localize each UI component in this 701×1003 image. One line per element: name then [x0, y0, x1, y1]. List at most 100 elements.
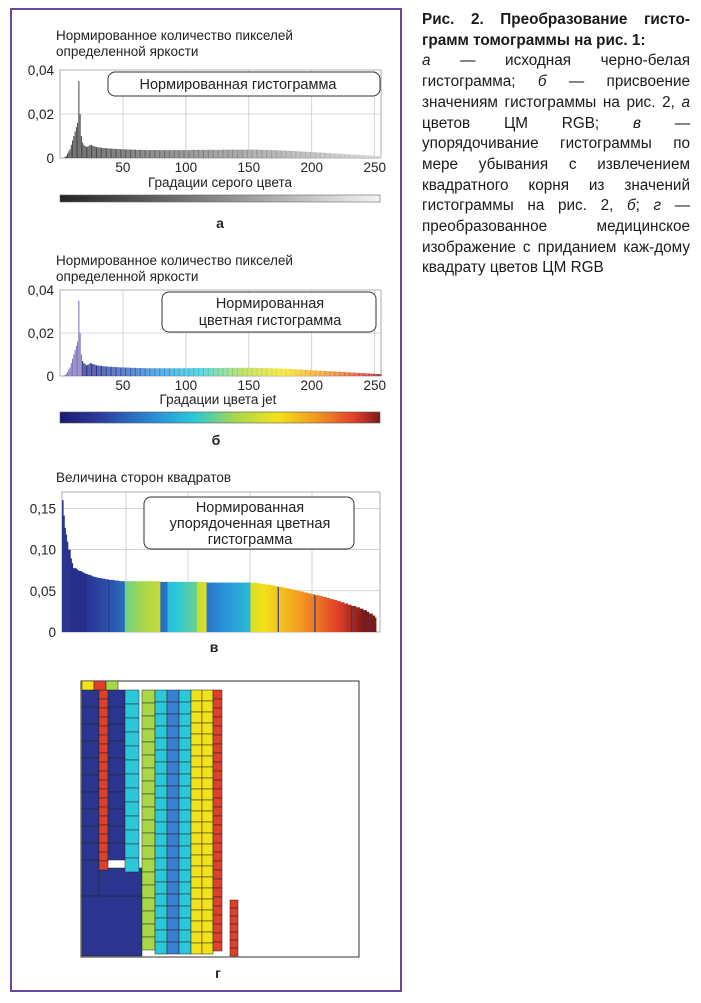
sorted-bar	[308, 593, 311, 632]
mosaic-square	[98, 824, 109, 835]
sorted-bar	[166, 581, 168, 632]
caption-text-a: — исходная черно-белая гистограмма;	[422, 52, 690, 91]
sorted-bar	[217, 582, 219, 632]
mosaic-square	[212, 743, 223, 754]
mosaic-square	[201, 942, 214, 955]
panel-a-colorbar	[59, 194, 381, 203]
panel-a-letter: а	[216, 215, 224, 231]
sorted-bar	[200, 581, 203, 632]
sorted-bar	[64, 527, 66, 632]
mosaic-square	[81, 791, 100, 810]
caption-letter-b-ref: б	[627, 197, 636, 215]
sorted-bar	[313, 594, 315, 632]
sorted-bar	[355, 607, 358, 632]
sorted-bar	[250, 582, 252, 632]
sorted-bar	[124, 581, 127, 632]
mosaic-square	[178, 725, 192, 739]
mosaic-square	[201, 755, 214, 768]
sorted-bar	[118, 581, 121, 632]
mosaic-square	[98, 842, 109, 853]
sorted-bar	[229, 582, 231, 632]
sorted-bar	[251, 582, 254, 632]
panel-b-ylabel-line2: определенной яркости	[56, 269, 198, 284]
sorted-bar	[239, 582, 242, 632]
mosaic-square	[190, 843, 203, 856]
sorted-bar	[99, 577, 102, 632]
mosaic-square	[166, 929, 180, 943]
mosaic-square	[178, 761, 192, 775]
panel-b-letter: б	[212, 432, 221, 448]
mosaic-square	[166, 749, 180, 763]
mosaic-square	[141, 819, 156, 834]
sorted-bar	[291, 589, 294, 632]
sorted-bar	[137, 581, 140, 632]
mosaic-square	[141, 702, 156, 717]
sorted-bar	[364, 610, 366, 632]
sorted-bar	[258, 583, 261, 632]
mosaic-square	[190, 788, 203, 801]
panel-b-colorbar	[59, 411, 381, 424]
mosaic-square	[107, 706, 126, 725]
sorted-bar	[236, 582, 238, 632]
sorted-bar	[242, 582, 244, 632]
mosaic-square	[212, 905, 223, 916]
sorted-bar	[255, 582, 257, 632]
sorted-bar	[322, 597, 325, 632]
mosaic-square	[190, 865, 203, 878]
sorted-bar	[182, 581, 185, 632]
sorted-bar	[114, 580, 116, 632]
mosaic-square	[98, 806, 109, 817]
sorted-bar	[72, 568, 75, 632]
mosaic-square	[212, 689, 223, 700]
mosaic-square	[201, 898, 214, 911]
sorted-bar	[336, 601, 339, 632]
mosaic-square	[81, 680, 95, 691]
sorted-bar	[297, 590, 300, 632]
caption-title: Рис. 2. Преобразование гисто-грамм томог…	[422, 11, 690, 49]
sorted-bar	[316, 595, 319, 632]
mosaic-square	[212, 887, 223, 898]
sorted-bar	[345, 603, 347, 632]
sorted-bar	[212, 582, 215, 632]
mosaic-square	[212, 860, 223, 871]
mosaic-square	[201, 777, 214, 790]
mosaic-square	[98, 770, 109, 781]
mosaic-square	[124, 801, 140, 817]
sorted-bar	[314, 595, 316, 632]
sorted-bar	[317, 595, 320, 632]
sorted-bar	[149, 581, 152, 632]
panel-a-ylabel-line1: Нормированное количество пикселей	[56, 28, 293, 43]
sorted-bar	[225, 582, 228, 632]
sorted-bar	[221, 582, 224, 632]
sorted-bar	[278, 586, 281, 632]
mosaic-square	[141, 793, 156, 808]
mosaic-square	[212, 761, 223, 772]
sorted-bar	[206, 582, 209, 632]
sorted-bar	[224, 582, 226, 632]
mosaic-square	[81, 723, 100, 742]
x-tick-label: 50	[115, 378, 130, 393]
mosaic-square	[154, 701, 168, 715]
mosaic-square	[154, 749, 168, 763]
mosaic-square	[190, 777, 203, 790]
sorted-bar	[78, 570, 81, 632]
x-tick-label: 200	[300, 378, 323, 393]
panel-a-xlabel: Градации серого цвета	[148, 175, 293, 190]
y-tick-label: 0	[48, 625, 56, 640]
mosaic-square	[154, 797, 168, 811]
y-tick-label: 0,05	[30, 584, 56, 599]
sorted-bar	[340, 602, 343, 632]
mosaic-square	[190, 711, 203, 724]
sorted-bar	[181, 581, 184, 632]
mosaic-square	[178, 929, 192, 943]
panel-b-ylabel-line1: Нормированное количество пикселей	[56, 253, 293, 268]
mosaic-square	[98, 779, 109, 790]
sorted-bar	[284, 587, 287, 632]
mosaic-square	[178, 881, 192, 895]
mosaic-square	[178, 941, 192, 955]
sorted-bar	[140, 581, 142, 632]
sorted-bar	[141, 581, 143, 632]
sorted-bar	[216, 582, 218, 632]
mosaic-square	[98, 851, 109, 862]
mosaic-square	[190, 744, 203, 757]
